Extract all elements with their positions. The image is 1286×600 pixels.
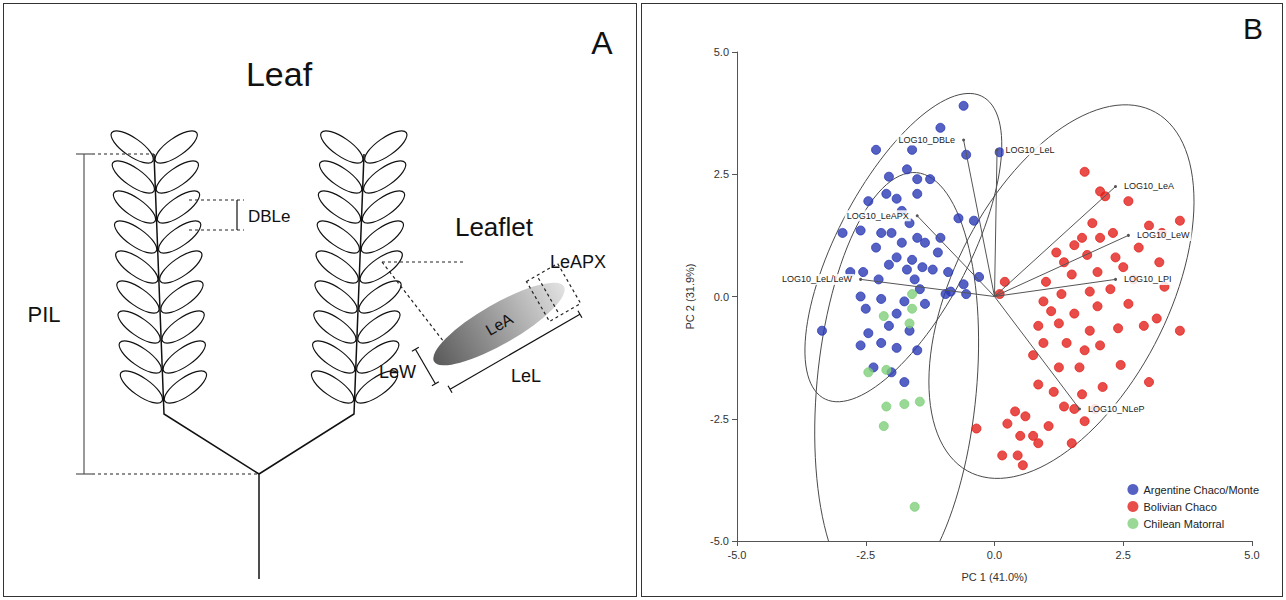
svg-text:5.0: 5.0: [714, 46, 729, 58]
svg-text:LOG10_LPI: LOG10_LPI: [1124, 274, 1172, 284]
svg-text:Argentine Chaco/Monte: Argentine Chaco/Monte: [1143, 484, 1259, 496]
svg-text:PIL: PIL: [27, 302, 60, 327]
svg-text:LOG10_LeW: LOG10_LeW: [1137, 230, 1190, 240]
svg-text:PC 2 (31.9%): PC 2 (31.9%): [684, 263, 696, 329]
svg-text:B: B: [1243, 12, 1263, 45]
svg-text:LOG10_LeA: LOG10_LeA: [1124, 181, 1174, 191]
svg-text:0.0: 0.0: [714, 291, 729, 303]
svg-text:-5.0: -5.0: [728, 549, 747, 561]
svg-text:LOG10_LeAPX: LOG10_LeAPX: [847, 211, 909, 221]
svg-text:5.0: 5.0: [1244, 549, 1259, 561]
svg-text:2.5: 2.5: [1116, 549, 1131, 561]
svg-text:PC 1 (41.0%): PC 1 (41.0%): [961, 571, 1027, 583]
svg-text:LOG10_LeL/LeW: LOG10_LeL/LeW: [782, 274, 853, 284]
svg-text:LOG10_LeL: LOG10_LeL: [1006, 145, 1055, 155]
svg-text:LeW: LeW: [379, 362, 416, 382]
svg-text:Leaf: Leaf: [246, 55, 313, 93]
svg-text:LOG10_DBLe: LOG10_DBLe: [899, 135, 956, 145]
svg-text:0.0: 0.0: [987, 549, 1002, 561]
svg-text:-2.5: -2.5: [856, 549, 875, 561]
svg-text:LeAPX: LeAPX: [550, 252, 606, 272]
svg-text:DBLe: DBLe: [248, 207, 291, 226]
svg-text:LeL: LeL: [511, 366, 541, 386]
svg-text:LOG10_NLeP: LOG10_NLeP: [1088, 404, 1145, 414]
svg-text:2.5: 2.5: [714, 168, 729, 180]
svg-text:Bolivian Chaco: Bolivian Chaco: [1143, 501, 1216, 513]
svg-text:-5.0: -5.0: [710, 535, 729, 547]
svg-text:Chilean Matorral: Chilean Matorral: [1143, 518, 1224, 530]
svg-text:LeA: LeA: [483, 310, 516, 339]
svg-text:A: A: [591, 25, 613, 61]
svg-text:-2.5: -2.5: [710, 413, 729, 425]
svg-text:Leaflet: Leaflet: [455, 212, 534, 242]
